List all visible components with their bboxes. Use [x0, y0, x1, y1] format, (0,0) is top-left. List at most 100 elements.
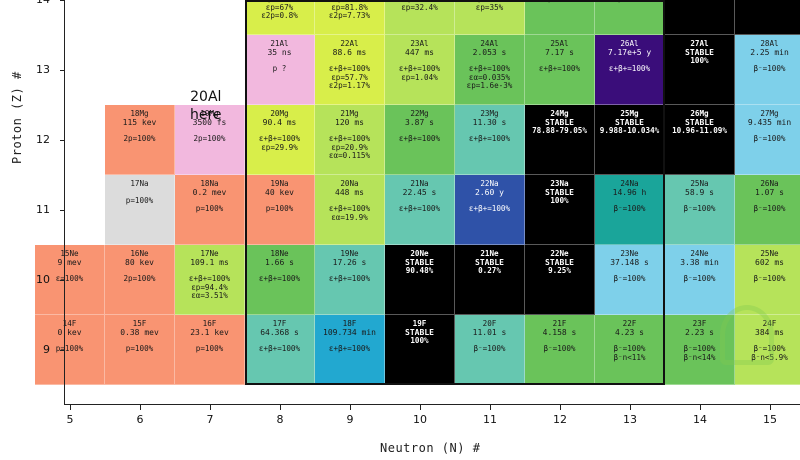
nuclide-decay-mode: ε+β+=100%	[608, 64, 651, 74]
nuclide-name: 25Al	[550, 39, 569, 48]
nuclide-decay-mode: 78.88-79.05%	[532, 126, 587, 136]
nuclide-decay-mode: ε+β+=100%	[258, 134, 301, 144]
nuclide-halflife: 80 kev	[125, 257, 154, 267]
nuclide-halflife: 2.60 y	[475, 187, 504, 197]
nuclide-halflife: 447 ms	[405, 47, 434, 57]
x-tick-mark	[210, 405, 211, 410]
nuclide-decay-mode: β⁻=100%	[683, 274, 716, 284]
nuclide-cell-28si: 28SiSTABLE92.191-92.318%	[665, 0, 735, 35]
x-tick-label: 14	[693, 413, 707, 426]
nuclide-decay-mode: 2p=100%	[123, 134, 156, 144]
nuclide-cell-21mg: 21Mg 120 ms ε+β+=100% εp=20.9% εα=0.115%	[315, 105, 385, 175]
nuclide-cell-26na: 26Na 1.07 s β⁻=100%	[735, 175, 800, 245]
x-tick-mark	[490, 405, 491, 410]
nuclide-name: 22Al	[340, 39, 359, 48]
nuclide-name: 24Mg	[550, 109, 569, 118]
nuclide-halflife: STABLE	[685, 117, 714, 127]
nuclide-name: 24Al	[480, 39, 499, 48]
nuclide-decay-mode: β⁻=100%	[753, 274, 786, 284]
nuclide-name: 25Ne	[760, 249, 779, 258]
nuclide-decay-mode: εp=57.7%	[331, 72, 368, 82]
x-tick-label: 12	[553, 413, 567, 426]
nuclide-name: 22Mg	[410, 109, 429, 118]
x-tick-label: 10	[413, 413, 427, 426]
annotation-20al: 20Al here	[190, 88, 222, 124]
annotation-line-1: 20Al	[190, 89, 222, 105]
x-tick-label: 13	[623, 413, 637, 426]
x-tick-mark	[630, 405, 631, 410]
nuclide-cell-24al: 24Al 2.053 s ε+β+=100% εα=0.035% εp=1.6e-3%	[455, 35, 525, 105]
nuclide-cell-16ne: 16Ne 80 kev 2p=100%	[105, 245, 175, 315]
nuclide-decay-mode: εp=20.9%	[331, 142, 368, 152]
nuclide-name: 21Mg	[340, 109, 359, 118]
y-tick-mark	[60, 70, 65, 71]
nuclide-decay-mode: 9.988-10.034%	[599, 126, 660, 136]
nuclide-cell-19ne: 19Ne 17.26 s ε+β+=100%	[315, 245, 385, 315]
nuclide-name: 19Mg	[200, 109, 219, 118]
nuclide-halflife: 23.1 kev	[190, 327, 229, 337]
nuclide-decay-mode: ε+β+=100%	[468, 64, 511, 74]
nuclide-cell-23na: 23Na STABLE 100%	[525, 175, 595, 245]
nuclide-halflife: 109.1 ms	[190, 257, 229, 267]
nuclide-cell-21na: 21Na 22.45 s ε+β+=100%	[385, 175, 455, 245]
nuclide-name: 17Ne	[200, 249, 219, 258]
nuclide-halflife: 4.158 s	[542, 327, 577, 337]
nuclide-halflife: 3500 fs	[192, 117, 227, 127]
nuclide-halflife: 37.148 s	[610, 257, 649, 267]
nuclide-decay-mode: β⁻n<14%	[683, 352, 716, 362]
nuclide-name: 19Na	[270, 179, 289, 188]
nuclide-cell-20ne: 20Ne STABLE 90.48%	[385, 245, 455, 315]
nuclide-decay-mode: 90.48%	[405, 266, 434, 276]
nuclide-cell-22si: 22Si28.4 msε+β+=100%εp=67%ε2p=0.8%	[245, 0, 315, 35]
nuclide-halflife: STABLE	[545, 187, 574, 197]
nuclide-cell-25na: 25Na 58.9 s β⁻=100%	[665, 175, 735, 245]
nuclide-name: 19Ne	[340, 249, 359, 258]
nuclide-halflife: 17.26 s	[332, 257, 367, 267]
nuclide-decay-mode: β⁻=100%	[683, 344, 716, 354]
nuclide-decay-mode: ε2p=1.17%	[328, 81, 371, 91]
y-axis-label: Proton (Z) #	[10, 71, 24, 164]
nuclide-decay-mode: ε+β+=100%	[398, 64, 441, 74]
nuclide-name: 28Al	[760, 39, 779, 48]
nuclide-name: 23Al	[410, 39, 429, 48]
nuclide-decay-mode: p=100%	[195, 344, 224, 354]
nuclide-cell-18ne: 18Ne 1.66 s ε+β+=100%	[245, 245, 315, 315]
nuclide-decay-mode: β⁻=100%	[753, 64, 786, 74]
nuclide-decay-mode: 100%	[410, 336, 429, 346]
nuclide-cell-27al: 27Al STABLE 100%	[665, 35, 735, 105]
nuclide-decay-mode: ε2p=0.8%	[261, 11, 298, 21]
nuclide-decay-mode: ε+β+=100%	[328, 134, 371, 144]
nuclide-halflife: 2.23 s	[685, 327, 714, 337]
nuclide-cell-25si: 25Si219.2 msε+β+=100%εp=35%	[455, 0, 525, 35]
nuclide-name: 21F	[552, 319, 567, 328]
nuclide-decay-mode: β⁻=100%	[613, 204, 646, 214]
y-tick-label: 11	[36, 203, 50, 216]
nuclide-cell-26si: 26Si2.25 sε+β+=100%	[525, 0, 595, 35]
nuclide-name: 20F	[482, 319, 497, 328]
nuclide-halflife: 115 kev	[122, 117, 157, 127]
nuclide-name: 23Mg	[480, 109, 499, 118]
y-tick-label: 12	[36, 133, 50, 146]
x-tick-mark	[280, 405, 281, 410]
nuclide-name: 19F	[412, 319, 427, 328]
nuclide-halflife: STABLE	[475, 257, 504, 267]
nuclide-decay-mode: β⁻=100%	[613, 344, 646, 354]
nuclide-decay-mode: β⁻=100%	[753, 134, 786, 144]
nuclide-cell-22mg: 22Mg 3.87 s ε+β+=100%	[385, 105, 455, 175]
x-axis-label: Neutron (N) #	[380, 441, 481, 455]
nuclide-halflife: 58.9 s	[685, 187, 714, 197]
nuclide-decay-mode: εp=1.04%	[401, 72, 438, 82]
nuclide-cell-20mg: 20Mg 90.4 ms ε+β+=100% εp=29.9%	[245, 105, 315, 175]
nuclide-halflife: 9 mev	[57, 257, 82, 267]
nuclide-halflife: 3.38 min	[680, 257, 719, 267]
nuclide-halflife: 88.6 ms	[332, 47, 367, 57]
nuclide-cell-19na: 19Na 40 kev p=100%	[245, 175, 315, 245]
nuclide-name: 26Na	[760, 179, 779, 188]
nuclide-halflife: 1.66 s	[265, 257, 294, 267]
nuclide-cell-27mg: 27Mg 9.435 min β⁻=100%	[735, 105, 800, 175]
annotation-line-2: here	[190, 107, 222, 123]
nuclide-decay-mode: εp=32.4%	[401, 2, 438, 12]
nuclide-decay-mode: ε+β+=100%	[595, 0, 664, 4]
nuclide-cell-19f: 19F STABLE 100%	[385, 315, 455, 385]
nuclide-decay-mode: ε+β+=100%	[398, 134, 441, 144]
